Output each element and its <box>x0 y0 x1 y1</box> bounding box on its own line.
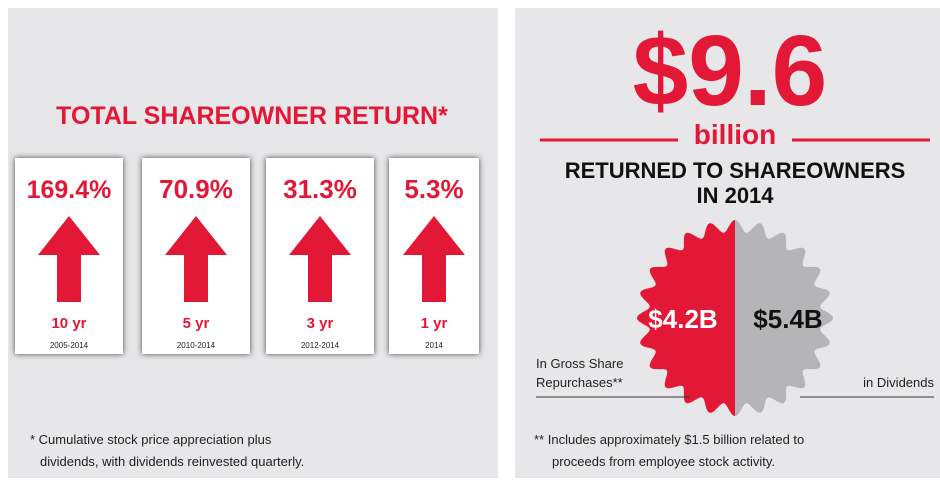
split-label: In Gross Share <box>536 356 623 371</box>
left-footnote: dividends, with dividends reinvested qua… <box>40 454 304 469</box>
card-period: 3 yr <box>307 315 334 332</box>
right-footnote: proceeds from employee stock activity. <box>552 454 775 469</box>
split-label: Repurchases** <box>536 375 623 390</box>
amount: $9.6 <box>633 15 828 127</box>
card-period: 1 yr <box>421 315 448 332</box>
seal-right <box>735 220 833 416</box>
split-value: $5.4B <box>753 304 822 334</box>
unit: billion <box>694 119 776 150</box>
heading: IN 2014 <box>696 183 774 208</box>
seal <box>637 220 833 416</box>
arrow <box>165 216 227 302</box>
card-period: 10 yr <box>51 315 86 332</box>
card-value: 70.9% <box>159 174 233 204</box>
split-label: in Dividends <box>863 375 934 390</box>
arrow <box>38 216 100 302</box>
left-title: TOTAL SHAREOWNER RETURN* <box>56 102 448 130</box>
card-years: 2005-2014 <box>50 341 89 350</box>
heading: RETURNED TO SHAREOWNERS <box>565 158 906 183</box>
card-years: 2010-2014 <box>177 341 216 350</box>
arrow <box>289 216 351 302</box>
card-years: 2014 <box>425 341 443 350</box>
card-value: 169.4% <box>27 176 112 204</box>
seal-left <box>637 220 735 416</box>
arrow <box>403 216 465 302</box>
card-period: 5 yr <box>183 315 210 332</box>
left-footnote: * Cumulative stock price appreciation pl… <box>30 432 272 447</box>
right-footnote: ** Includes approximately $1.5 billion r… <box>534 432 804 447</box>
card-value: 31.3% <box>283 174 357 204</box>
split-value: $4.2B <box>648 304 717 334</box>
card-value: 5.3% <box>404 174 463 204</box>
card-years: 2012-2014 <box>301 341 340 350</box>
cards: 169.4% 10 yr 2005-2014 70.9% 5 yr 2010-2014 31… <box>15 158 479 354</box>
